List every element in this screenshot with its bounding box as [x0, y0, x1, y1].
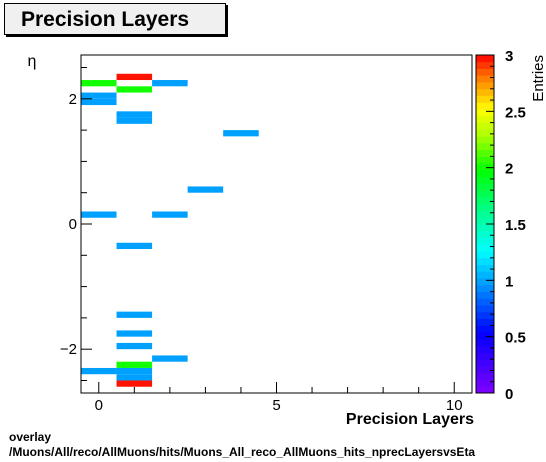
- heatmap-cell: [81, 211, 117, 218]
- heatmap-cell: [116, 374, 153, 381]
- heatmap-cell: [223, 130, 259, 137]
- chart-title: Precision Layers: [21, 8, 190, 31]
- palette-band: [476, 88, 494, 96]
- palette-band: [476, 183, 494, 191]
- palette-band: [476, 102, 494, 110]
- palette-band: [476, 386, 494, 394]
- palette-band: [476, 217, 494, 225]
- palette-band: [476, 379, 494, 387]
- palette-band: [476, 95, 494, 103]
- palette-band: [476, 298, 494, 306]
- heatmap-cell: [152, 211, 188, 218]
- palette-band: [476, 332, 494, 340]
- palette-band: [476, 318, 494, 326]
- palette-band: [476, 176, 494, 184]
- heatmap-cell: [187, 186, 224, 193]
- palette-band: [476, 359, 494, 367]
- palette-band: [476, 75, 494, 83]
- heatmap-cell: [116, 342, 153, 350]
- palette-tick-label: 1: [505, 273, 513, 290]
- x-axis-label: Precision Layers: [346, 411, 474, 428]
- palette-band: [476, 271, 494, 279]
- footer-line-1: overlay: [9, 430, 52, 444]
- palette-band: [476, 122, 494, 130]
- palette-band: [476, 82, 494, 90]
- heatmap-cell: [116, 73, 153, 81]
- palette-tick-label: 0.5: [505, 330, 526, 347]
- heatmap-cell: [116, 111, 153, 118]
- color-palette: 0 0.5 1 1.5 2 2.5 3: [475, 48, 526, 403]
- palette-band: [476, 257, 494, 265]
- palette-band: [476, 163, 494, 171]
- heatmap-cell: [81, 98, 117, 106]
- palette-band: [476, 129, 494, 137]
- palette-band: [476, 311, 494, 320]
- palette-tick-label: 1.5: [505, 217, 526, 234]
- palette-band: [476, 55, 494, 63]
- palette-band: [476, 372, 494, 380]
- axes: 0 5 10 −2 0 2: [60, 67, 463, 414]
- palette-band: [476, 156, 494, 164]
- palette-band: [476, 169, 494, 178]
- palette-tick-label: 2: [505, 161, 513, 178]
- palette-tick-label: 0: [505, 386, 513, 403]
- heatmap-cell: [81, 80, 117, 87]
- palette-tick-label: 3: [505, 48, 513, 65]
- palette-band: [476, 61, 494, 69]
- palette-band: [476, 325, 494, 333]
- palette-band: [476, 338, 494, 347]
- heatmap-cell: [152, 355, 188, 362]
- palette-band: [476, 230, 494, 238]
- palette-band: [476, 115, 494, 123]
- palette-band: [476, 365, 494, 374]
- heatmap-cell: [116, 330, 153, 337]
- heatmap-cell: [116, 117, 153, 124]
- heatmap-cell: [116, 86, 153, 93]
- heatmap-cell: [116, 367, 153, 375]
- heatmap-cell: [116, 311, 153, 318]
- y-axis-label: η: [28, 53, 37, 70]
- palette-band: [476, 203, 494, 211]
- palette-band: [476, 224, 494, 232]
- footer-line-2: /Muons/All/reco/AllMuons/hits/Muons_All_…: [9, 445, 476, 459]
- palette-band: [476, 264, 494, 272]
- palette-band: [476, 210, 494, 218]
- x-tick-label: 10: [446, 397, 463, 414]
- palette-band: [476, 251, 494, 259]
- x-tick-label: 5: [272, 397, 280, 414]
- palette-band: [476, 237, 494, 245]
- heatmap-cell: [81, 367, 117, 375]
- palette-band: [476, 109, 494, 117]
- y-tick-label: 2: [69, 91, 77, 108]
- plot-frame: [80, 54, 473, 394]
- palette-band: [476, 345, 494, 353]
- palette-band: [476, 142, 494, 151]
- palette-band: [476, 136, 494, 144]
- palette-band: [476, 190, 494, 198]
- heatmap-cell: [116, 380, 153, 387]
- palette-band: [476, 68, 494, 76]
- y-tick-label: 0: [69, 216, 77, 233]
- x-tick-label: 0: [95, 397, 103, 414]
- palette-band: [476, 196, 494, 205]
- palette-band: [476, 284, 494, 292]
- y-tick-label: −2: [60, 341, 77, 358]
- title-box: Precision Layers: [4, 3, 226, 35]
- palette-band: [476, 149, 494, 157]
- palette-tick-label: 2.5: [505, 104, 526, 121]
- heatmap-cell: [152, 80, 188, 87]
- palette-band: [476, 278, 494, 286]
- palette-band: [476, 352, 494, 360]
- z-axis-label: Entries: [530, 55, 546, 102]
- heatmap-cell: [116, 361, 153, 368]
- heatmap-cells: [81, 73, 259, 387]
- heatmap-cell: [81, 92, 117, 99]
- palette-band: [476, 305, 494, 313]
- palette-band: [476, 291, 494, 299]
- heatmap-cell: [116, 242, 153, 250]
- palette-band: [476, 244, 494, 252]
